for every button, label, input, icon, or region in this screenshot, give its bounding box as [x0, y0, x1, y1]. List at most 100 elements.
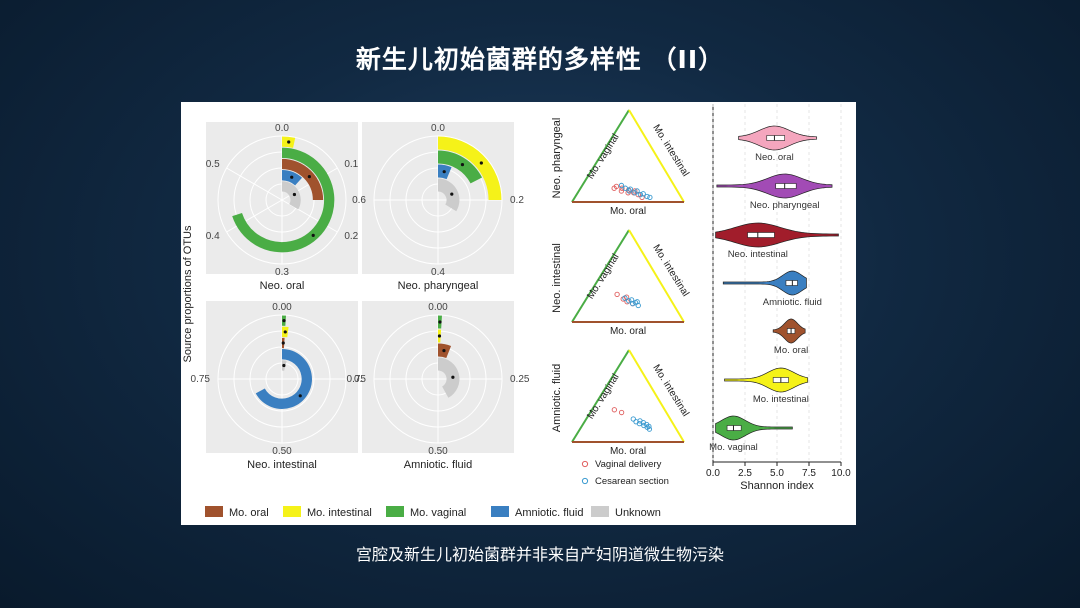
ternary-point — [611, 407, 617, 413]
polar-panel: Source proportions of OTUs0.00.10.20.30.… — [182, 122, 661, 519]
polar-tick-label: 0.75 — [191, 374, 211, 385]
violin-shape — [724, 367, 809, 393]
ternary-point — [640, 191, 646, 197]
ternary-point — [613, 183, 620, 190]
ternary-edge-left — [571, 109, 630, 203]
legend-swatch — [283, 506, 301, 517]
violin-group-label: Amniotic. fluid — [763, 297, 822, 308]
ternary-point — [622, 295, 628, 301]
polar-tick-label: 0.2 — [344, 231, 358, 242]
polar-bar — [232, 147, 335, 253]
violin-xtick-label: 0.0 — [706, 468, 720, 479]
ternary-side-label: Mo. intestinal — [650, 123, 691, 179]
legend-label: Amniotic. fluid — [515, 507, 583, 519]
legend-label: Mo. oral — [229, 507, 269, 519]
polar-legend: Mo. oral Mo. intestinal Mo. vaginal Amnioti… — [205, 506, 661, 519]
ternary-subplot-title: Neo. intestinal — [551, 243, 563, 313]
ternary-side-label: Mo. vaginal — [585, 372, 621, 421]
ternary-legend-label: Vaginal delivery — [595, 459, 662, 470]
ternary-point — [644, 193, 650, 200]
ternary-side-label: Mo. oral — [610, 446, 646, 457]
ternary-point — [646, 426, 653, 432]
polar-subplot: 0.0 0.1 0.2 0.3 0.4 0.5 Neo. oral — [206, 122, 359, 292]
ternary-point — [637, 191, 644, 198]
ternary-panel: Mo. vaginal Mo. intestinal Mo. oral Neo. ph… — [551, 109, 691, 487]
polar-tick-label: 0.5 — [206, 159, 220, 170]
ternary-point — [622, 185, 628, 191]
polar-spoke — [226, 199, 283, 233]
legend-swatch — [591, 506, 609, 517]
legend-label: Mo. intestinal — [307, 507, 372, 519]
polar-tick-label: 0.50 — [428, 446, 448, 457]
violin-box — [785, 280, 798, 286]
ternary-side-label: Mo. oral — [610, 206, 646, 217]
violin-group: Mo. intestinal — [724, 367, 809, 405]
ternary-point — [628, 297, 635, 303]
polar-spoke — [226, 167, 283, 201]
ternary-edge-left — [571, 229, 630, 323]
legend-swatch — [205, 506, 223, 517]
polar-bar-point — [287, 140, 291, 144]
violin-group-label: Neo. intestinal — [728, 249, 788, 260]
ternary-side-label: Mo. oral — [610, 326, 646, 337]
violin-group: Neo. pharyngeal — [716, 173, 833, 211]
polar-bar-point — [437, 334, 442, 338]
polar-bar-point — [442, 170, 446, 174]
polar-tick-label: 0.3 — [275, 267, 289, 278]
ternary-legend-label: Cesarean section — [595, 476, 669, 487]
polar-bar-point — [282, 363, 286, 368]
ternary-point — [630, 300, 636, 307]
ternary-legend-marker — [581, 477, 589, 485]
violin-group-label: Neo. oral — [755, 152, 794, 163]
violin-xtick-label: 2.5 — [738, 468, 752, 479]
violin-group-label: Mo. intestinal — [753, 394, 809, 405]
violin-xtick-label: 7.5 — [802, 468, 816, 479]
polar-bar — [437, 136, 502, 201]
ternary-point — [634, 299, 640, 305]
ternary-edge-left — [571, 349, 630, 443]
polar-bar-point — [450, 192, 454, 196]
polar-tick-label: 0.6 — [352, 195, 366, 206]
polar-subplot: 0.0 0.2 0.4 0.6 Neo. pharyngeal — [352, 122, 524, 292]
ternary-point — [619, 185, 625, 191]
violin-box — [726, 425, 742, 431]
ternary-subplot-title: Amniotic. fluid — [551, 364, 563, 432]
ternary-point — [634, 188, 640, 194]
figure-svg: Source proportions of OTUs0.00.10.20.30.… — [182, 104, 851, 519]
polar-bar — [255, 349, 312, 409]
polar-tick-label: 0.0 — [275, 123, 289, 134]
polar-spoke — [281, 199, 338, 233]
polar-subplot-title: Neo. pharyngeal — [398, 280, 479, 292]
violin-xtick-label: 10.0 — [831, 468, 851, 479]
ternary-subplot: Mo. vaginal Mo. intestinal Mo. oral Neo. ph… — [551, 109, 691, 217]
ternary-edge-right — [628, 109, 685, 203]
polar-bar-point — [282, 319, 286, 323]
violin-xlabel: Shannon index — [740, 480, 814, 492]
polar-tick-label: 0.75 — [347, 374, 367, 385]
legend-label: Unknown — [615, 507, 661, 519]
polar-bar — [437, 357, 460, 398]
polar-bar-point — [442, 349, 446, 353]
violin-box — [747, 232, 775, 238]
polar-tick-label: 0.50 — [272, 446, 292, 457]
polar-bar — [437, 150, 483, 184]
polar-subplot: 0.00 0.25 0.50 0.75 Amniotic. fluid — [347, 301, 530, 471]
ternary-side-label: Mo. intestinal — [650, 363, 691, 419]
polar-tick-label: 0.2 — [510, 195, 524, 206]
polar-bar-point — [281, 341, 285, 345]
polar-bar-point — [298, 394, 302, 398]
slide-title: 新生儿初始菌群的多样性 （II） — [355, 45, 725, 74]
violin-box — [766, 135, 785, 141]
ternary-point — [627, 186, 634, 192]
ternary-point — [630, 416, 636, 422]
violin-panel: 0.0 2.5 5.0 7.5 10.0 Shannon index Neo. oral Ne… — [706, 104, 851, 492]
violin-group: Amniotic. fluid — [722, 270, 822, 308]
polar-tick-label: 0.4 — [431, 267, 445, 278]
polar-bar-point — [292, 192, 297, 197]
ternary-side-label: Mo. intestinal — [650, 243, 691, 299]
polar-bar-point — [283, 330, 287, 334]
ternary-point — [635, 302, 641, 309]
ternary-point — [632, 188, 638, 194]
ternary-side-label: Mo. vaginal — [585, 132, 621, 181]
polar-tick-label: 0.00 — [428, 302, 448, 313]
